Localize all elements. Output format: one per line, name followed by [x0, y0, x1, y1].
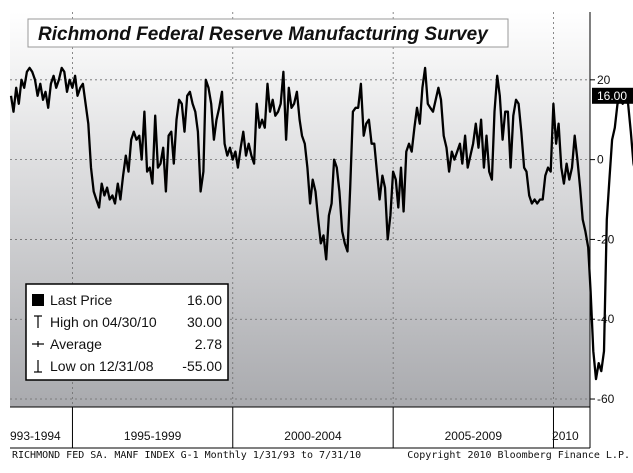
y-tick-label: -20	[597, 232, 615, 246]
footer-left: RICHMOND FED SA. MANF INDEX G-1 Monthly …	[12, 450, 361, 461]
legend-high-icon	[34, 315, 42, 328]
legend: Last Price 16.00 High on 04/30/10 30.00 Aver…	[25, 283, 229, 381]
legend-entry: High on 04/30/10 30.00	[34, 314, 222, 330]
chart-title: Richmond Federal Reserve Manufacturing S…	[38, 24, 489, 45]
y-tick-label: 0	[597, 153, 604, 167]
legend-label: Average	[50, 336, 102, 352]
footer-right: Copyright 2010 Bloomberg Finance L.P.	[407, 450, 630, 461]
legend-value: 2.78	[195, 336, 222, 352]
y-tick-label: 20	[597, 73, 611, 87]
period-label: 2010	[552, 429, 579, 443]
title-box: Richmond Federal Reserve Manufacturing S…	[27, 18, 509, 48]
legend-entry: Last Price 16.00	[32, 292, 222, 308]
legend-value: -55.00	[182, 358, 222, 374]
legend-low-icon	[34, 360, 42, 373]
last-price-tag-label: 16.00	[597, 89, 627, 103]
legend-entry: Average 2.78	[32, 336, 222, 352]
period-label: 2005-2009	[445, 429, 503, 443]
legend-label: Last Price	[50, 292, 112, 308]
period-label: 993-1994	[10, 429, 61, 443]
legend-value: 30.00	[187, 314, 222, 330]
legend-label: Low on 12/31/08	[50, 358, 154, 374]
y-tick-label: -60	[597, 392, 615, 406]
legend-value: 16.00	[187, 292, 222, 308]
y-axis: -60 -40 -20 0 20	[590, 73, 615, 406]
series-line	[9, 66, 633, 381]
period-labels: 993-1994 1995-1999 2000-2004 2005-2009 2010	[10, 12, 591, 449]
period-dividers	[72, 12, 554, 407]
legend-label: High on 04/30/10	[50, 314, 157, 330]
legend-entry: Low on 12/31/08 -55.00	[34, 358, 222, 374]
period-label: 1995-1999	[124, 429, 182, 443]
period-label: 2000-2004	[284, 429, 342, 443]
last-price-tag: 16.00	[592, 87, 633, 104]
legend-average-icon	[32, 341, 44, 347]
legend-square-icon	[32, 294, 44, 306]
y-tick-label: -40	[597, 312, 615, 326]
